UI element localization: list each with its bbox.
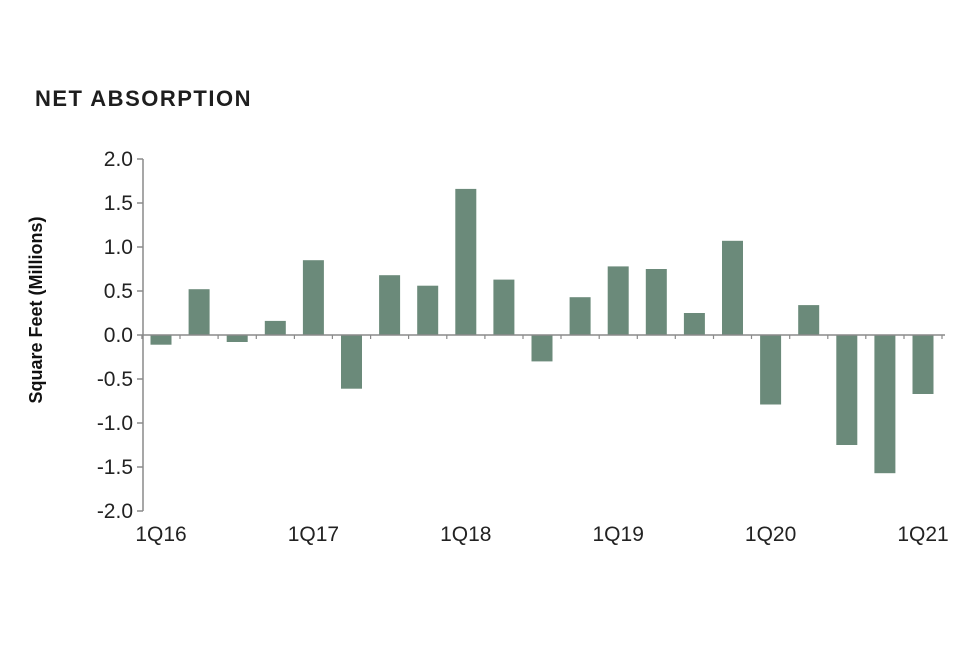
bar-3q18 [531, 335, 553, 362]
bar-3q17 [379, 275, 401, 335]
bar-4q16 [264, 320, 286, 335]
y-tick-label: 0.5 [104, 280, 133, 303]
x-tick-label-1q18: 1Q18 [440, 523, 491, 546]
chart-title: NET ABSORPTION [35, 86, 252, 111]
y-tick-label: -0.5 [97, 368, 133, 391]
y-tick-label: 2.0 [104, 148, 133, 171]
bars-layer [150, 188, 934, 474]
y-tick-label: -1.5 [97, 456, 133, 479]
y-tick-label: 1.0 [104, 236, 133, 259]
bar-2q17 [341, 335, 362, 389]
bar-3q20 [836, 335, 858, 445]
axes-layer [137, 158, 945, 512]
bar-2q16 [188, 289, 210, 335]
bar-3q16 [226, 335, 248, 342]
bar-4q20 [874, 335, 896, 474]
x-tick-label-1q19: 1Q19 [593, 523, 644, 546]
bar-1q21 [912, 335, 934, 394]
bar-3q19 [683, 313, 705, 335]
bar-1q17 [302, 260, 324, 335]
bar-2q19 [645, 269, 667, 335]
bar-4q17 [417, 285, 439, 335]
y-tick-label: 0.0 [104, 324, 133, 347]
bar-4q18 [569, 297, 591, 335]
bar-1q16 [150, 335, 172, 345]
y-axis-title: Square Feet (Millions) [26, 216, 46, 403]
y-tick-label: -1.0 [97, 412, 133, 435]
bar-1q20 [760, 335, 782, 405]
x-tick-label-1q17: 1Q17 [288, 523, 339, 546]
y-tick-label: 1.5 [104, 192, 133, 215]
bar-2q20 [798, 305, 820, 335]
bar-1q18 [455, 188, 477, 335]
bar-2q18 [493, 279, 515, 335]
bar-4q19 [722, 240, 743, 335]
x-tick-label-1q21: 1Q21 [897, 523, 948, 546]
x-tick-label-1q20: 1Q20 [745, 523, 796, 546]
y-tick-label: -2.0 [97, 500, 133, 523]
bar-1q19 [607, 266, 629, 335]
x-tick-label-1q16: 1Q16 [135, 523, 186, 546]
